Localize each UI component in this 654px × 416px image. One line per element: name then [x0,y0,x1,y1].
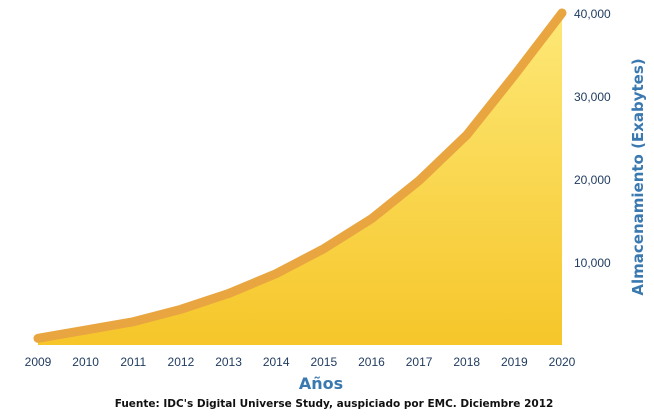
y-tick-label: 10,000 [574,256,611,270]
x-tick-label: 2009 [25,355,52,369]
x-axis-ticks: 2009 2010 2011 2012 2013 2014 2015 2016 2017 2018… [25,355,576,369]
x-tick-label: 2017 [406,355,433,369]
y-axis-label: Almacenamiento (Exabytes) [629,58,647,295]
x-tick-label: 2019 [501,355,528,369]
x-tick-label: 2010 [72,355,99,369]
source-note: Fuente: IDC's Digital Universe Study, au… [115,398,554,410]
area-fill [38,13,562,345]
y-axis-ticks: 10,000 20,000 30,000 40,000 [574,7,611,270]
x-tick-label: 2014 [263,355,290,369]
y-tick-label: 40,000 [574,7,611,21]
x-tick-label: 2020 [549,355,576,369]
x-tick-label: 2011 [120,355,146,369]
x-tick-label: 2012 [168,355,195,369]
x-tick-label: 2016 [358,355,385,369]
y-tick-label: 20,000 [574,173,611,187]
series-line [33,8,567,343]
x-tick-label: 2018 [453,355,480,369]
x-axis-label: Años [299,374,343,393]
plot-area [33,8,567,345]
x-tick-label: 2013 [215,355,242,369]
y-tick-label: 30,000 [574,90,611,104]
x-tick-label: 2015 [310,355,337,369]
